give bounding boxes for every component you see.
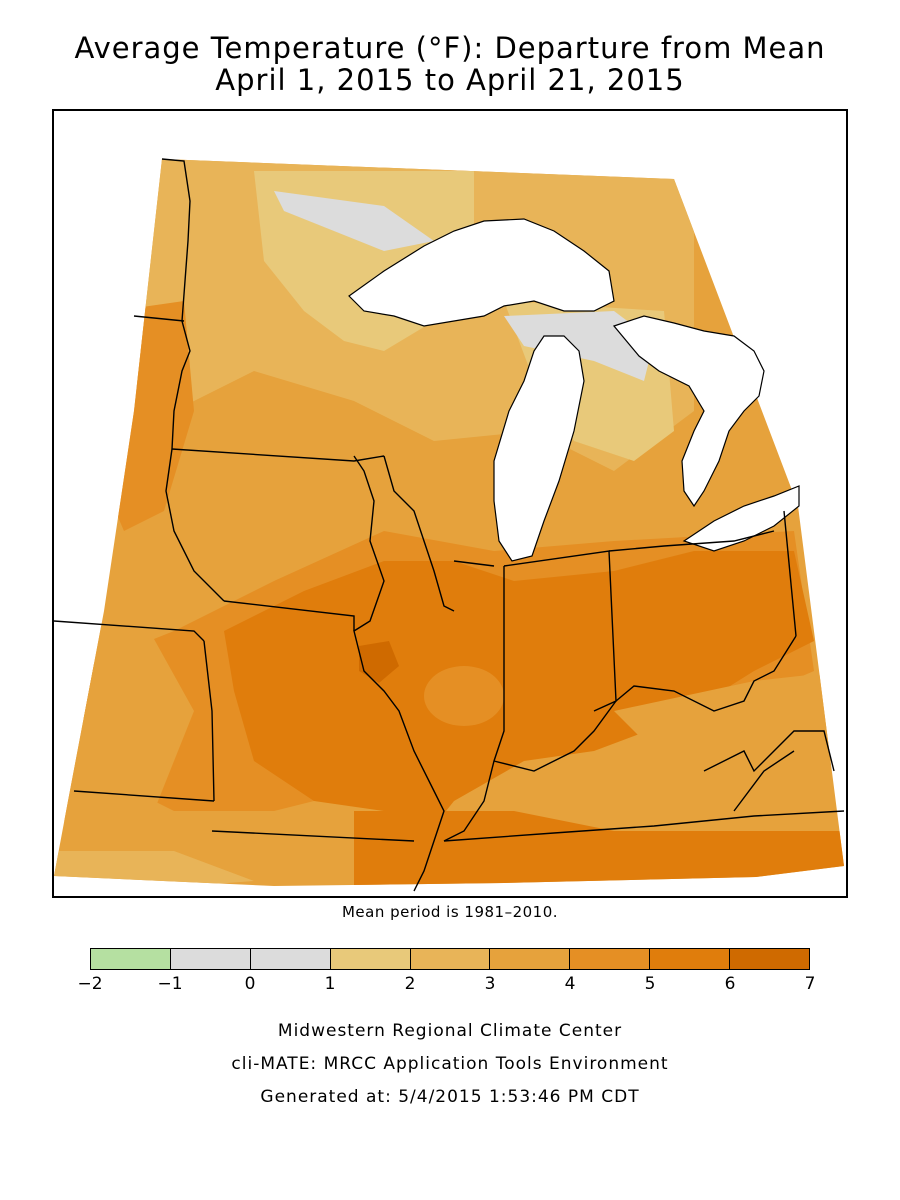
legend-swatch [410, 949, 491, 969]
state-boundaries [54, 158, 845, 892]
temperature-departure-map [52, 109, 848, 898]
legend-swatch [170, 949, 251, 969]
legend-tick-label: 1 [324, 974, 336, 994]
legend-swatch [330, 949, 411, 969]
legend-swatch [570, 949, 651, 969]
lake-huron [612, 315, 765, 508]
lake-michigan [493, 335, 585, 562]
legend-tick-label: −2 [77, 974, 103, 994]
lake-erie [682, 485, 800, 552]
legend-tick-label: 0 [244, 974, 256, 994]
legend-swatch [730, 949, 810, 969]
color-legend [90, 948, 810, 970]
legend-tick-label: 7 [804, 974, 816, 994]
credit-generated-at: Generated at: 5/4/2015 1:53:46 PM CDT [260, 1087, 640, 1107]
legend-tick-label: 4 [564, 974, 576, 994]
legend-tick-label: 3 [484, 974, 496, 994]
legend-tick-label: −1 [157, 974, 183, 994]
legend-tick-label: 6 [724, 974, 736, 994]
credit-organization: Midwestern Regional Climate Center [277, 1021, 623, 1041]
mean-period-note: Mean period is 1981–2010. [341, 903, 559, 921]
legend-swatch [650, 949, 731, 969]
legend-swatch [490, 949, 571, 969]
legend-tick-label: 2 [404, 974, 416, 994]
map-title: Average Temperature (°F): Departure from… [74, 31, 826, 65]
legend-swatch [91, 949, 171, 969]
credit-application: cli-MATE: MRCC Application Tools Environ… [231, 1054, 669, 1074]
legend-tick-label: 5 [644, 974, 656, 994]
map-graphic [54, 158, 845, 892]
lake-superior [348, 218, 615, 327]
map-date-range: April 1, 2015 to April 21, 2015 [215, 63, 685, 97]
legend-swatch [250, 949, 331, 969]
